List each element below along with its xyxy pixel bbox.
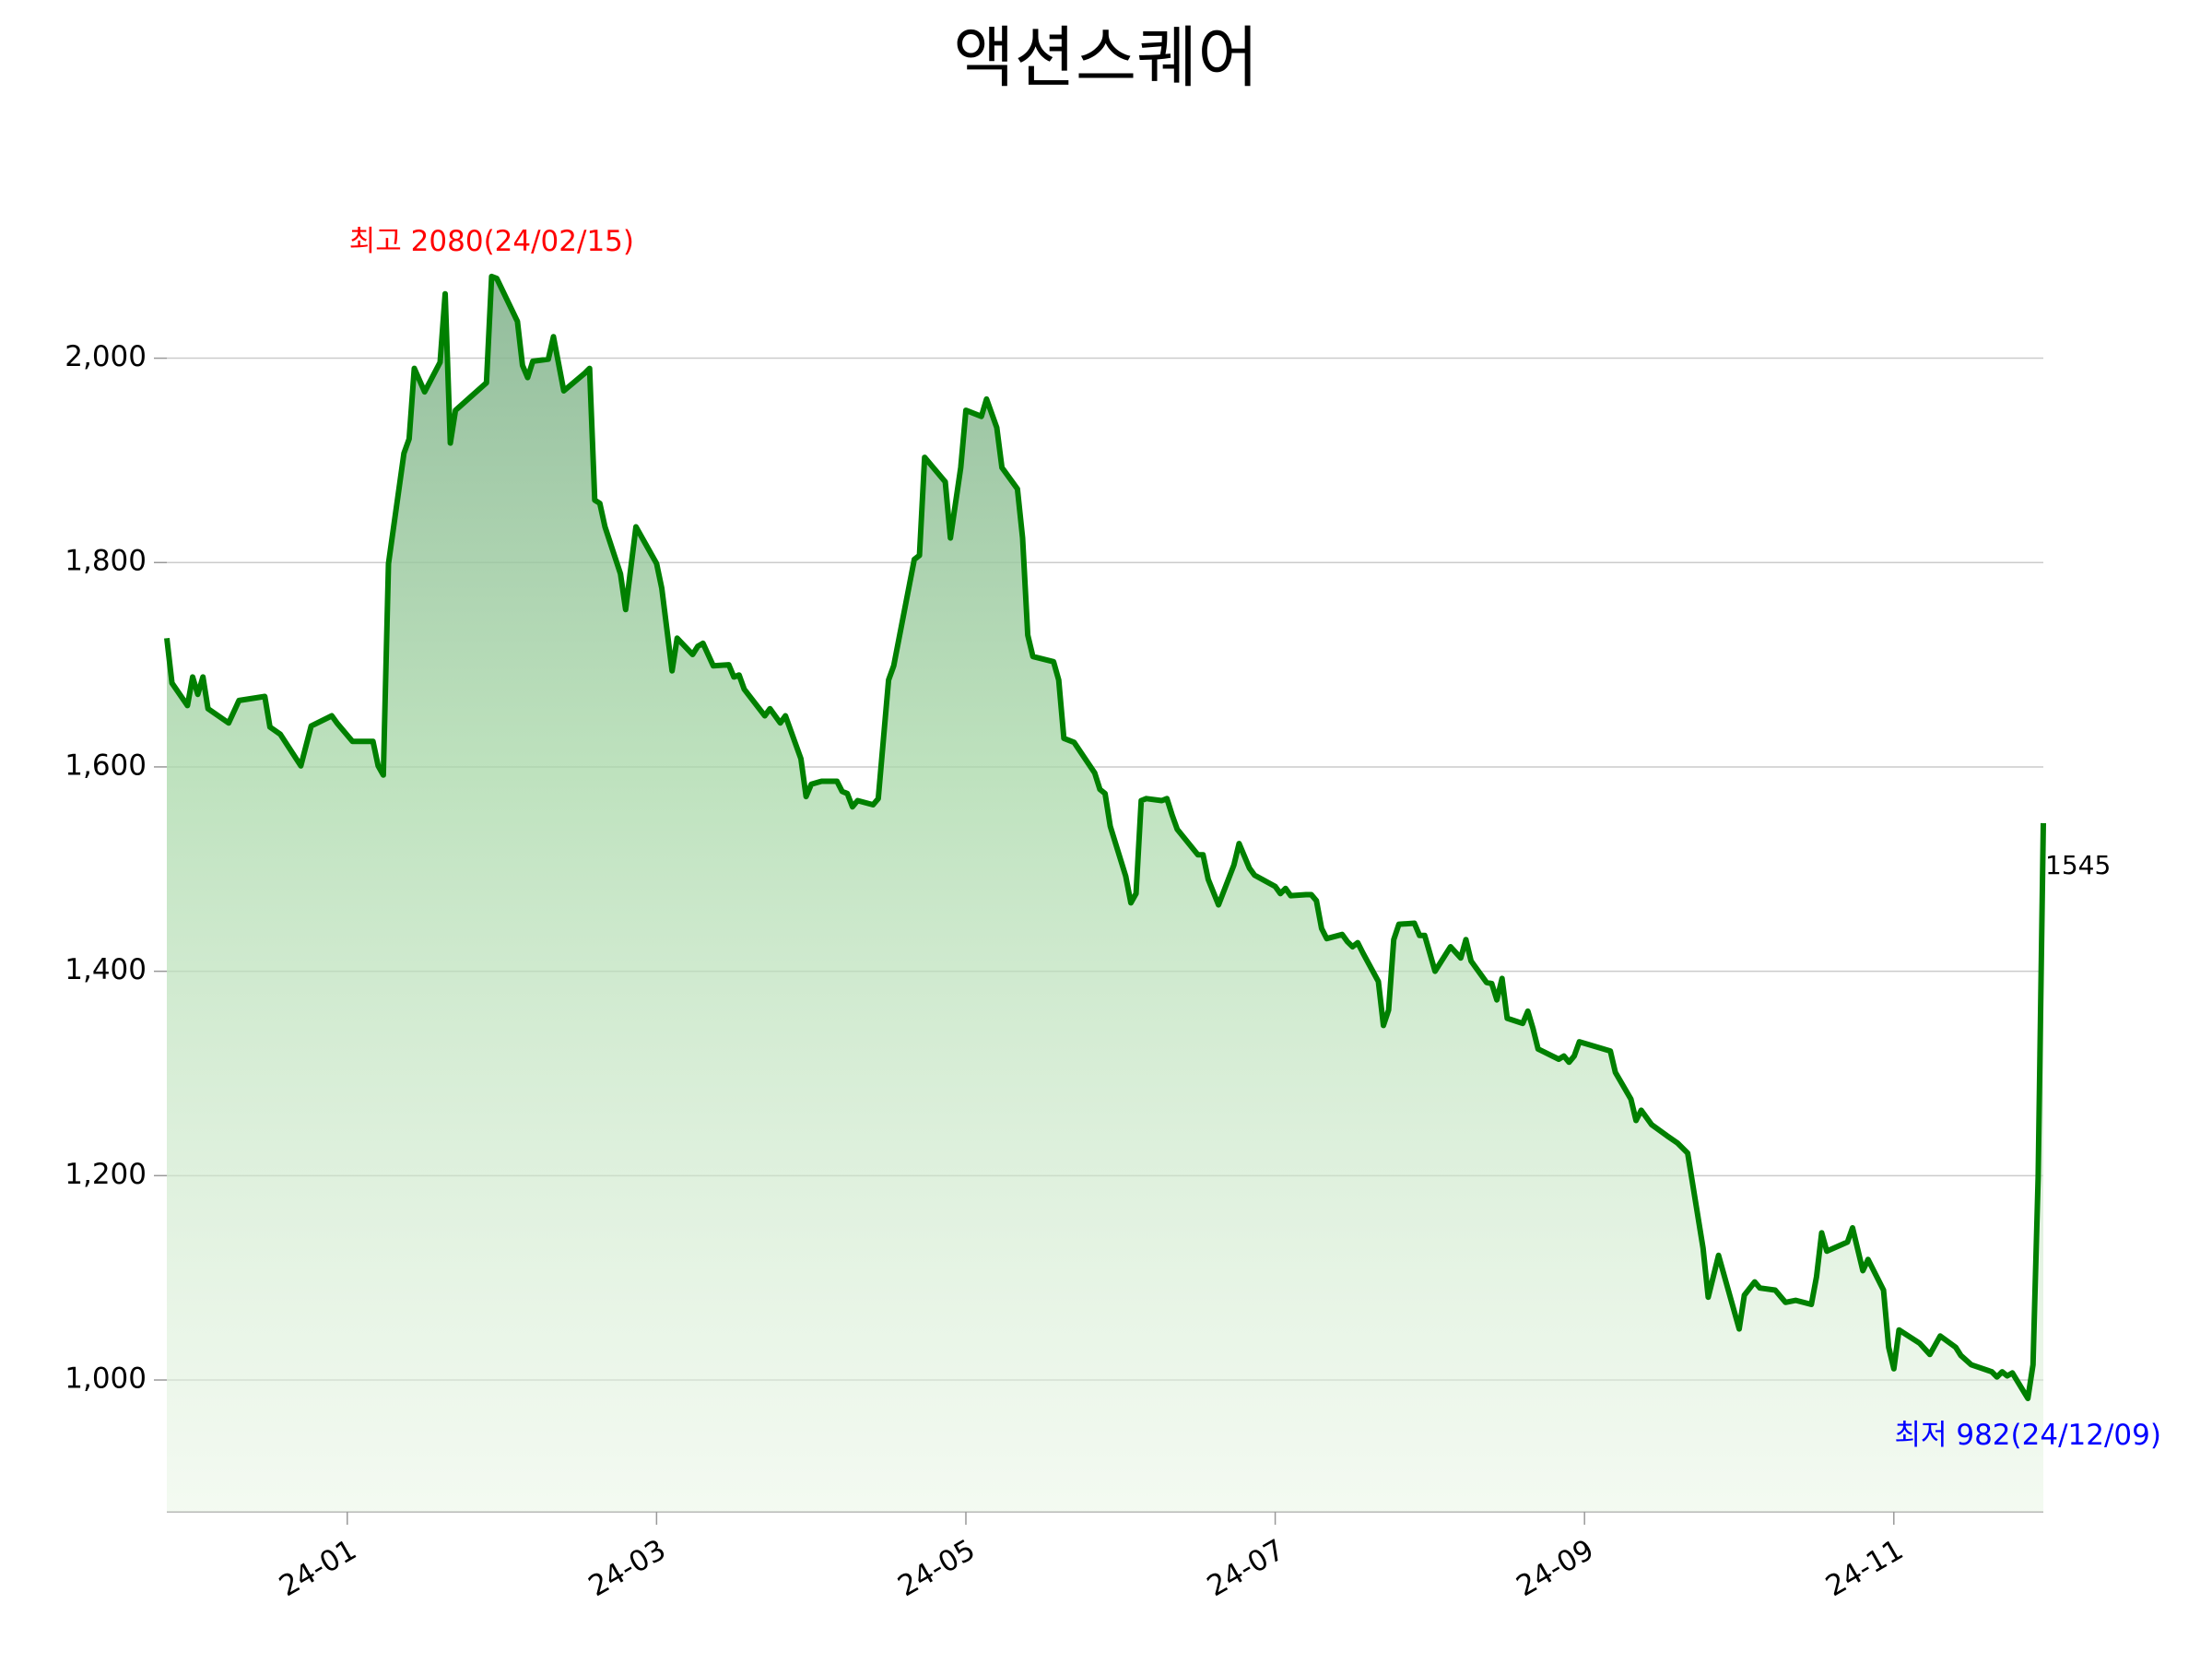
x-tick-label: 24-03 — [583, 1533, 672, 1603]
x-tick-label: 24-09 — [1511, 1533, 1599, 1603]
last-value-label: 1545 — [2045, 850, 2111, 880]
y-tick-label: 1,200 — [65, 1158, 147, 1191]
y-tick-label: 1,600 — [65, 749, 147, 782]
low-annotation: 최저 982(24/12/09) — [1894, 1419, 2160, 1452]
x-tick-label: 24-05 — [892, 1533, 981, 1603]
y-tick-label: 2,000 — [65, 340, 147, 373]
x-tick-label: 24-01 — [274, 1533, 362, 1603]
area — [167, 276, 2043, 1512]
line — [164, 273, 2046, 1401]
y-tick-label: 1,400 — [65, 953, 147, 986]
y-tick-label: 1,800 — [65, 545, 147, 578]
x-tick-label: 24-07 — [1202, 1533, 1290, 1603]
chart-title: 액션스퀘어 — [953, 19, 1258, 97]
x-tick-label: 24-11 — [1820, 1533, 1909, 1603]
y-tick-label: 1,000 — [65, 1362, 147, 1396]
high-annotation: 최고 2080(24/02/15) — [349, 225, 634, 258]
